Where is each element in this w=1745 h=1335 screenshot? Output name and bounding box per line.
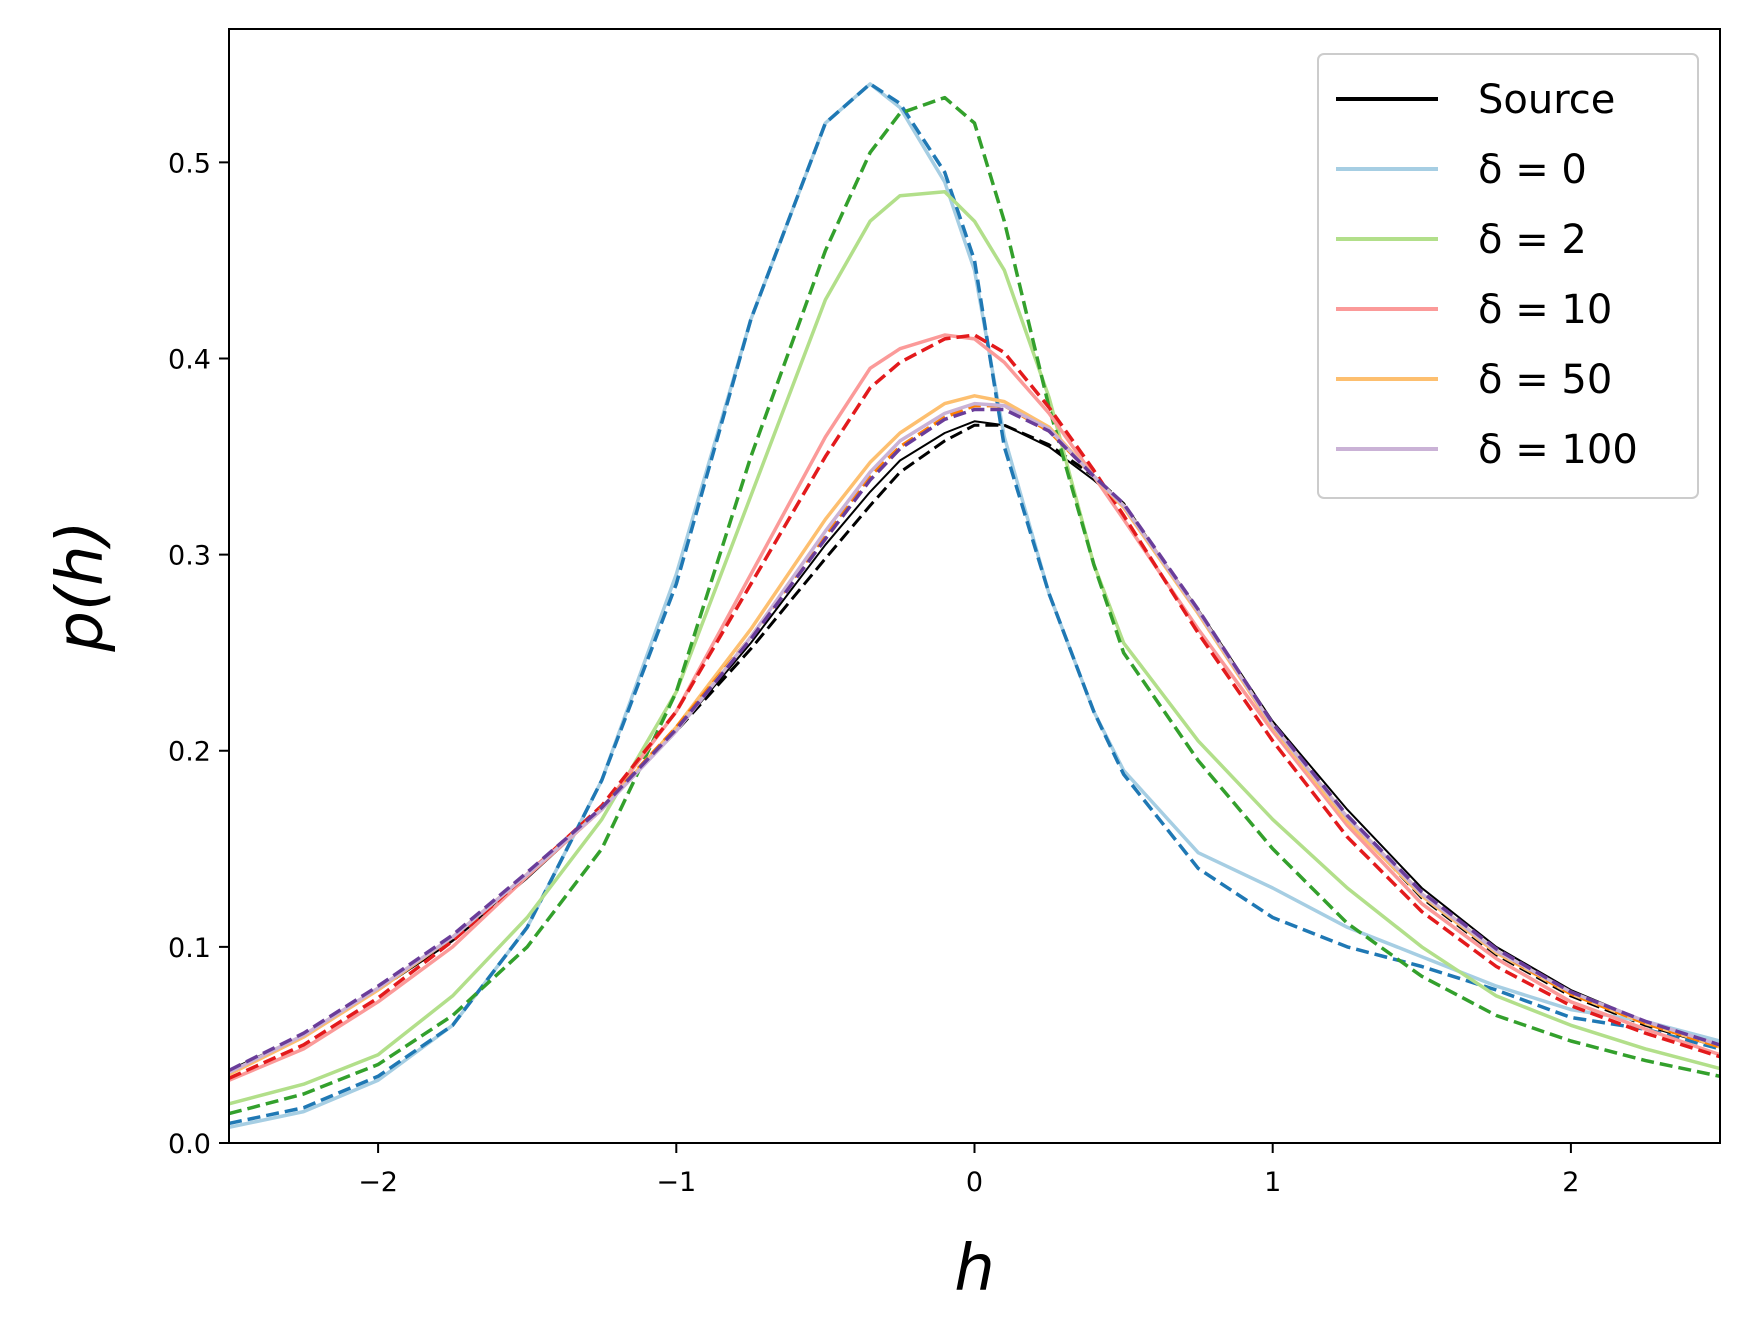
x-axis-label: h (954, 1232, 995, 1306)
series-line-5 (229, 95, 1720, 1116)
y-axis: 0.0 0.1 0.2 0.3 0.4 0.5 (168, 148, 229, 1160)
x-axis: −2 −1 0 1 2 (358, 1143, 1579, 1198)
legend-label: δ = 10 (1478, 287, 1612, 333)
series-line-1 (229, 423, 1720, 1072)
y-tick-label: 0.0 (168, 1129, 211, 1160)
x-tick-label: 0 (966, 1167, 983, 1198)
series-line-9 (229, 403, 1720, 1074)
legend-label: δ = 100 (1478, 427, 1638, 473)
series-layer (229, 82, 1720, 1130)
y-tick-label: 0.4 (168, 344, 211, 375)
y-tick-label: 0.1 (168, 933, 211, 964)
x-tick-label: −1 (656, 1167, 696, 1198)
x-tick-label: 2 (1562, 1167, 1579, 1198)
series-line-10 (229, 401, 1720, 1074)
x-tick-label: −2 (358, 1167, 398, 1198)
y-tick-label: 0.5 (168, 148, 211, 179)
y-axis-label: p(h) (44, 520, 118, 652)
x-tick-label: 1 (1264, 1167, 1281, 1198)
series-line-11 (229, 407, 1720, 1072)
legend-label: δ = 0 (1478, 147, 1587, 193)
series-line-0 (229, 420, 1720, 1072)
legend: Source δ = 0 δ = 2 δ = 10 δ = 50 δ = 100 (1317, 53, 1699, 499)
legend-label: δ = 50 (1478, 357, 1612, 403)
series-line-3 (229, 82, 1720, 1126)
legend-label: Source (1478, 77, 1615, 123)
y-tick-label: 0.2 (168, 737, 211, 768)
y-tick-label: 0.3 (168, 541, 211, 572)
legend-label: δ = 2 (1478, 217, 1587, 263)
series-line-4 (229, 190, 1720, 1106)
legend-box (1317, 53, 1699, 499)
